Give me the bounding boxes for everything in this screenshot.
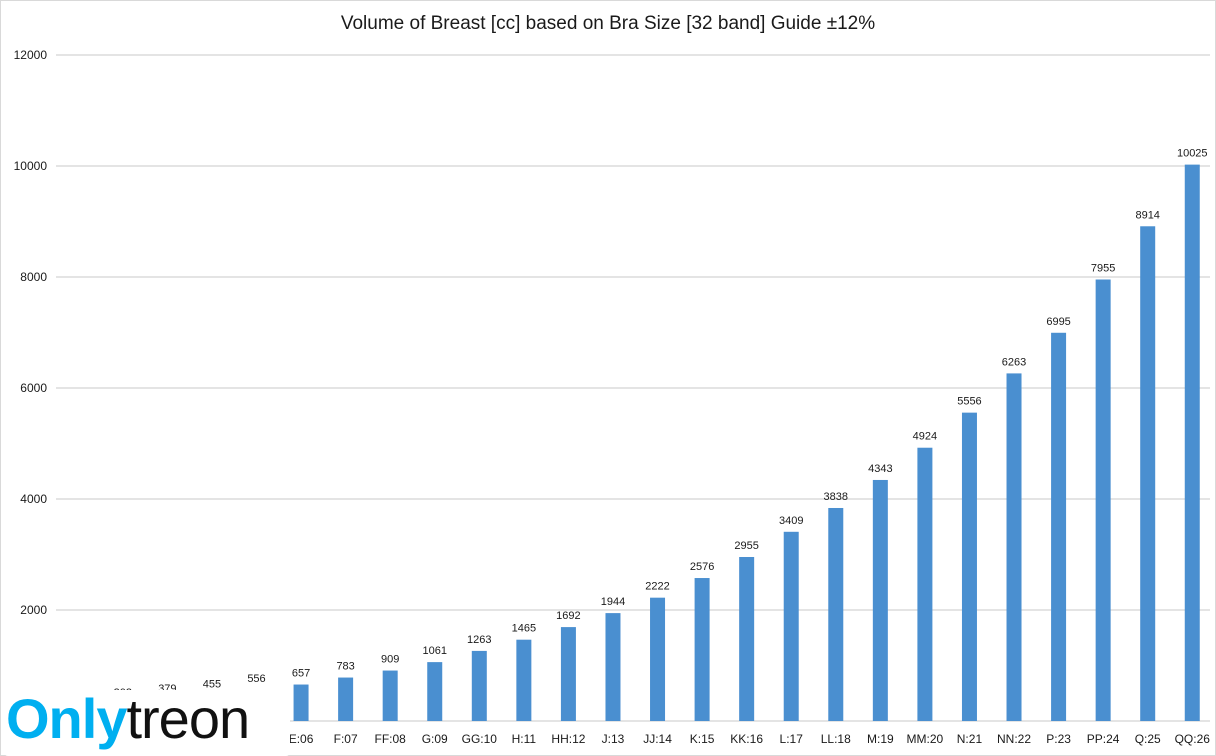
data-label: 1944 bbox=[601, 596, 625, 608]
data-label: 1692 bbox=[556, 610, 580, 622]
x-category-label: Q:25 bbox=[1135, 732, 1161, 746]
data-label: 2222 bbox=[645, 581, 669, 593]
x-category-label: L:17 bbox=[780, 732, 804, 746]
watermark-logo: Onlytreon bbox=[4, 687, 290, 756]
x-category-label: E:06 bbox=[289, 732, 314, 746]
bar bbox=[961, 412, 977, 721]
x-category-label: JJ:14 bbox=[643, 732, 672, 746]
bar bbox=[1051, 332, 1067, 721]
data-labels: 2533033794555566577839091061126314651692… bbox=[69, 148, 1207, 702]
data-label: 10025 bbox=[1177, 148, 1208, 160]
x-category-label: M:19 bbox=[867, 732, 894, 746]
data-label: 3409 bbox=[779, 515, 803, 527]
data-label: 1263 bbox=[467, 634, 491, 646]
bar bbox=[516, 639, 532, 721]
x-category-label: GG:10 bbox=[462, 732, 498, 746]
data-label: 3838 bbox=[824, 491, 848, 503]
y-axis-ticks: 2000 4000 6000 8000 10000 12000 bbox=[14, 48, 48, 617]
y-tick-label: 4000 bbox=[20, 492, 47, 506]
gridlines bbox=[56, 54, 1210, 722]
x-category-label: N:21 bbox=[957, 732, 983, 746]
bar bbox=[694, 578, 710, 721]
bar bbox=[739, 556, 755, 721]
bar bbox=[427, 662, 443, 721]
bar bbox=[1006, 373, 1022, 721]
chart-title: Volume of Breast [cc] based on Bra Size … bbox=[340, 13, 876, 34]
bar bbox=[338, 677, 354, 721]
watermark-part-2: treon bbox=[126, 687, 250, 750]
x-category-label: H:11 bbox=[512, 732, 537, 746]
data-label: 2576 bbox=[690, 561, 714, 573]
data-label: 8914 bbox=[1135, 209, 1159, 221]
data-label: 7955 bbox=[1091, 262, 1115, 274]
watermark-text: Onlytreon bbox=[6, 686, 250, 752]
x-category-label: G:09 bbox=[422, 732, 448, 746]
data-label: 556 bbox=[247, 673, 265, 685]
x-category-label: F:07 bbox=[334, 732, 358, 746]
bar bbox=[1184, 164, 1200, 722]
data-label: 6995 bbox=[1046, 316, 1070, 328]
data-label: 6263 bbox=[1002, 356, 1026, 368]
y-tick-label: 12000 bbox=[14, 48, 48, 62]
x-category-label: HH:12 bbox=[551, 732, 585, 746]
x-category-label: FF:08 bbox=[375, 732, 407, 746]
data-label: 4924 bbox=[913, 431, 937, 443]
x-category-label: KK:16 bbox=[730, 732, 763, 746]
bars bbox=[70, 164, 1200, 722]
x-category-label: MM:20 bbox=[907, 732, 944, 746]
y-tick-label: 10000 bbox=[14, 159, 48, 173]
data-label: 657 bbox=[292, 668, 310, 680]
y-tick-label: 8000 bbox=[20, 270, 47, 284]
bar bbox=[1095, 279, 1111, 721]
data-label: 1061 bbox=[422, 645, 446, 657]
x-category-label: J:13 bbox=[602, 732, 625, 746]
data-label: 455 bbox=[203, 679, 221, 691]
bar bbox=[872, 479, 888, 721]
x-category-label: QQ:26 bbox=[1175, 732, 1211, 746]
data-label: 783 bbox=[336, 661, 354, 673]
data-label: 1465 bbox=[512, 623, 536, 635]
y-tick-label: 2000 bbox=[20, 603, 47, 617]
x-category-label: PP:24 bbox=[1087, 732, 1120, 746]
bar bbox=[650, 597, 666, 721]
bar bbox=[917, 447, 933, 721]
data-label: 909 bbox=[381, 654, 399, 666]
bar bbox=[828, 507, 844, 721]
data-label: 4343 bbox=[868, 463, 892, 475]
bar bbox=[293, 684, 309, 721]
x-category-label: K:15 bbox=[690, 732, 715, 746]
data-label: 2955 bbox=[734, 540, 758, 552]
bar bbox=[382, 670, 398, 721]
watermark-part-1: Only bbox=[6, 687, 127, 750]
x-category-label: LL:18 bbox=[821, 732, 851, 746]
bar bbox=[783, 531, 799, 721]
x-category-label: P:23 bbox=[1046, 732, 1071, 746]
y-tick-label: 6000 bbox=[20, 381, 47, 395]
bar bbox=[605, 613, 621, 721]
bar bbox=[1140, 226, 1156, 721]
data-label: 5556 bbox=[957, 396, 981, 408]
bar bbox=[471, 650, 487, 721]
bar bbox=[560, 627, 576, 721]
x-category-label: NN:22 bbox=[997, 732, 1031, 746]
